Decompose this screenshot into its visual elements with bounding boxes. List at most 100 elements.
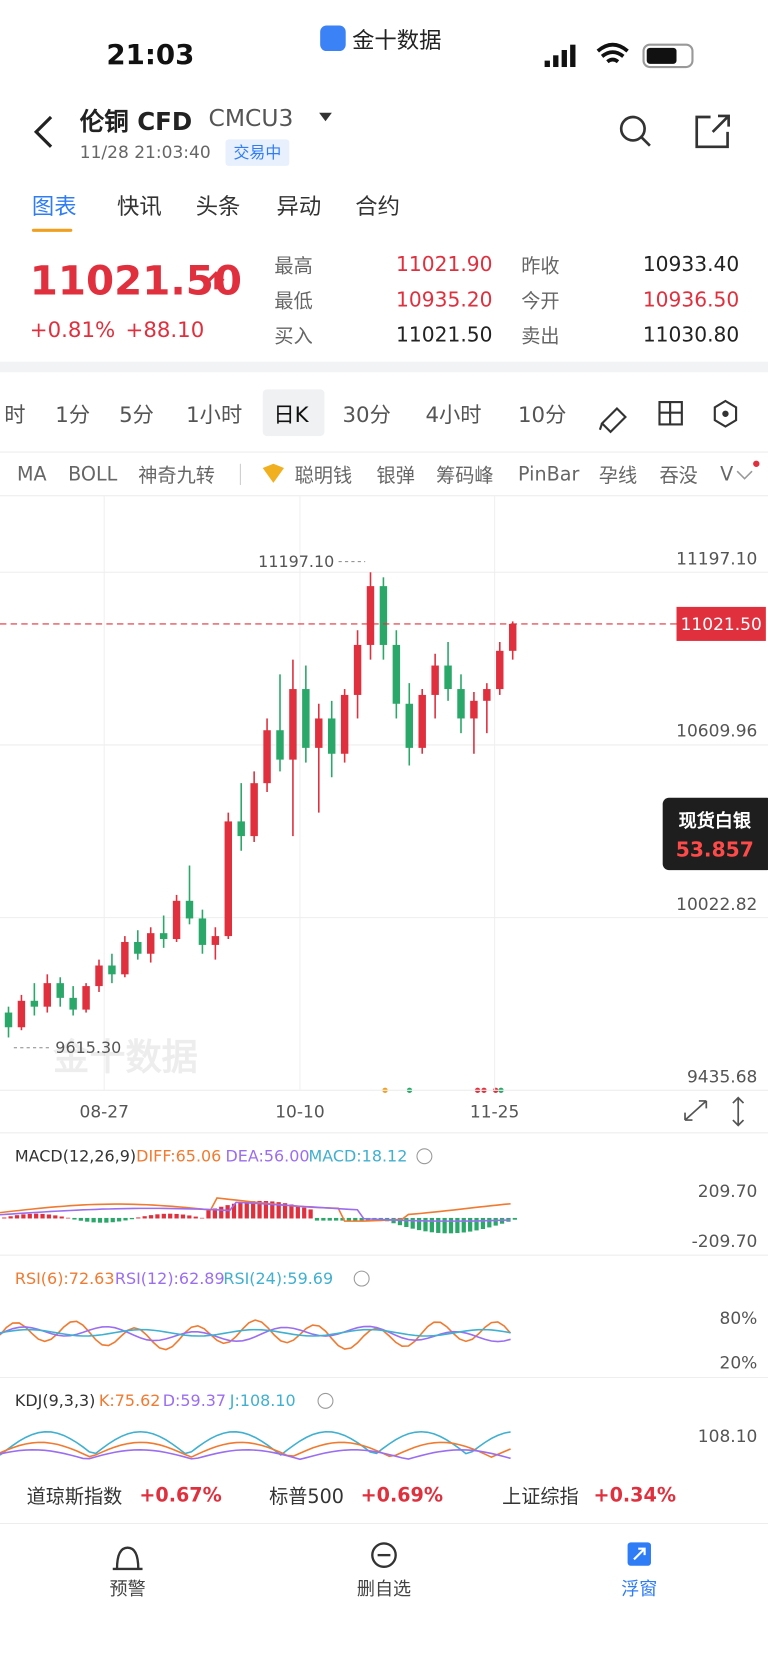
macd-bar (219, 1206, 224, 1219)
candle-body (353, 644, 362, 695)
rsi12-line (0, 1325, 511, 1343)
indicator[interactable]: 筹码峰 (436, 464, 494, 488)
change-pct: +0.81% (29, 316, 116, 343)
change: +88.10 (125, 316, 205, 343)
macd-bar (180, 1214, 186, 1219)
panel-settings (317, 1392, 334, 1409)
candle-body (276, 730, 284, 760)
period-selected (262, 389, 325, 437)
macd-bar (91, 1217, 96, 1223)
macd-bar (461, 1217, 466, 1233)
remove-icon (371, 1542, 397, 1569)
tab[interactable]: 快讯 (117, 193, 162, 220)
period[interactable]: 时 (4, 401, 26, 428)
candle-body (172, 900, 181, 940)
ticker-name[interactable]: 上证综指 (502, 1485, 579, 1509)
indicator[interactable]: BOLL (68, 463, 118, 486)
indicator[interactable]: 聪明钱 (294, 464, 353, 488)
indicator[interactable]: PinBar (518, 463, 580, 486)
macd-bar (404, 1217, 409, 1228)
macd-bar (21, 1214, 26, 1219)
period[interactable]: 1分 (55, 401, 91, 428)
rsi6: RSI(6):72.63 (14, 1268, 115, 1289)
macd-bar (161, 1213, 166, 1219)
macd-bar (27, 1213, 32, 1219)
macd-bar (212, 1208, 217, 1219)
scale-toggle[interactable] (732, 1096, 745, 1127)
signal (544, 44, 576, 68)
macd-bar (251, 1201, 256, 1219)
indicator[interactable]: V (720, 463, 734, 486)
candle-body (379, 586, 388, 645)
macd-bar (46, 1214, 52, 1219)
macd-bar (34, 1213, 39, 1219)
more[interactable] (736, 470, 753, 480)
tab[interactable]: 异动 (276, 193, 322, 220)
indicator[interactable]: 银弹 (376, 464, 415, 488)
ticker-change: +0.34% (593, 1484, 677, 1507)
candle-body (4, 1012, 13, 1028)
settings-tool[interactable] (713, 399, 738, 428)
period[interactable]: 日K (273, 401, 309, 428)
tab[interactable]: 图表 (31, 193, 77, 220)
macd-bar (53, 1215, 58, 1219)
x-tick-label: 10-10 (275, 1101, 325, 1122)
fullscreen[interactable] (684, 1100, 708, 1121)
stat-value: 11021.50 (396, 323, 493, 347)
stat-label: 买入 (274, 325, 313, 348)
ticker-name[interactable]: 道琼斯指数 (26, 1485, 123, 1509)
macd-tick: 209.70 (697, 1181, 758, 1202)
candle-body (366, 586, 375, 645)
kdj-k-line (0, 1441, 511, 1459)
macd-bar (289, 1204, 294, 1219)
nav-item[interactable]: 浮窗 (621, 1579, 658, 1601)
period[interactable]: 4小时 (425, 401, 482, 428)
candle-body (263, 730, 271, 784)
macd-bar (78, 1217, 83, 1221)
macd-bar (359, 1217, 364, 1221)
macd-bar (474, 1217, 479, 1231)
macd-bar (276, 1202, 281, 1219)
nav-item[interactable]: 预警 (109, 1579, 146, 1601)
period[interactable]: 10分 (518, 401, 567, 428)
stat-label: 卖出 (521, 325, 560, 348)
candle-body (82, 986, 90, 1010)
tab[interactable]: 合约 (355, 193, 400, 220)
back-button[interactable] (33, 115, 53, 148)
period[interactable]: 1小时 (186, 401, 243, 428)
up-arrow (207, 271, 225, 290)
period[interactable]: 5分 (119, 401, 154, 428)
macd-dea: DEA:56.00 (225, 1146, 310, 1166)
macd-bar (487, 1217, 492, 1228)
indicator[interactable]: 孕线 (598, 464, 638, 488)
share-button[interactable] (695, 114, 730, 149)
indicator[interactable]: 吞没 (659, 464, 698, 488)
candle-body (198, 918, 207, 945)
instrument-code: CMCU3 (208, 105, 294, 133)
period[interactable]: 30分 (342, 401, 391, 428)
candle-body (30, 1000, 39, 1007)
ticker-name[interactable]: 标普500 (269, 1485, 344, 1509)
macd-bar (468, 1217, 473, 1232)
indicator[interactable]: MA (17, 463, 47, 486)
stat-label: 昨收 (521, 255, 560, 278)
dropdown[interactable] (319, 112, 332, 122)
draw-tool[interactable] (598, 406, 627, 434)
macd-bar (97, 1217, 103, 1223)
silver-price: 53.857 (675, 838, 754, 862)
battery-level (646, 47, 677, 64)
tab[interactable]: 头条 (195, 193, 241, 220)
search-button[interactable] (619, 115, 646, 142)
y-tick-label: 10609.96 (676, 721, 758, 742)
indicator[interactable]: 神奇九转 (138, 464, 215, 488)
macd-bar (429, 1217, 434, 1233)
candle-body (470, 700, 478, 719)
candle-body (69, 997, 77, 1010)
macd-bar (238, 1202, 243, 1219)
stat-value: 10936.50 (642, 288, 740, 312)
nav-item[interactable]: 删自选 (356, 1579, 412, 1601)
macd-bar (193, 1216, 198, 1219)
macd-bar (174, 1213, 179, 1219)
candle-body (302, 689, 310, 748)
silver-box (662, 797, 768, 871)
